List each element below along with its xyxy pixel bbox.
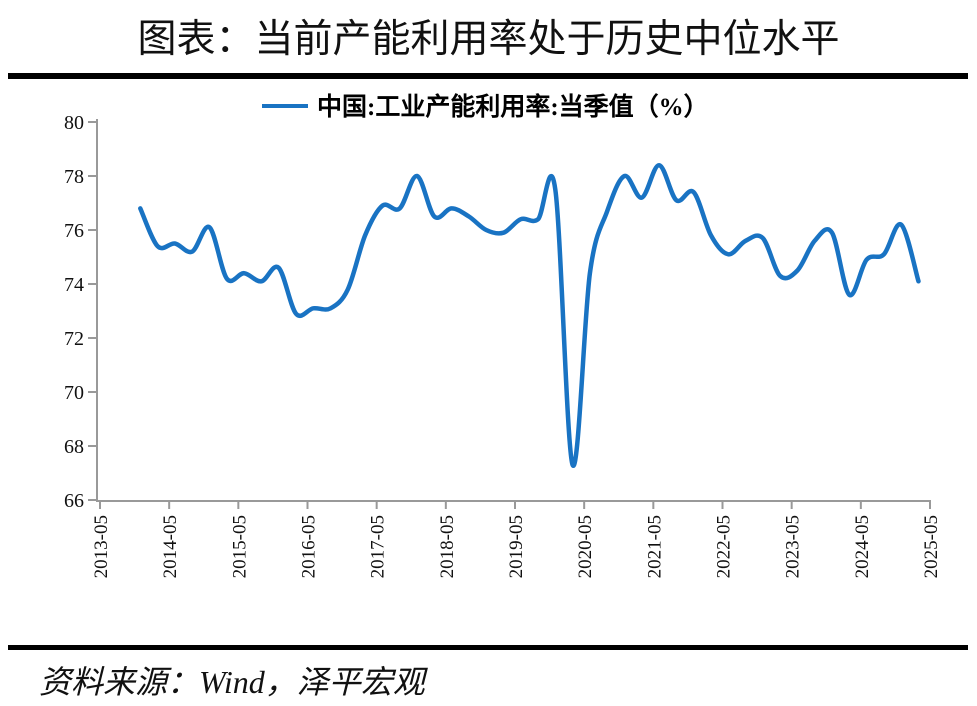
y-tick-label: 72 <box>64 328 84 350</box>
x-tick-label: 2022-05 <box>714 515 735 578</box>
x-tick-label: 2015-05 <box>229 515 250 578</box>
x-tick-label: 2019-05 <box>506 515 527 578</box>
y-tick-label: 70 <box>64 382 84 404</box>
x-tick-label: 2025-05 <box>921 515 942 578</box>
top-divider <box>8 73 968 79</box>
x-tick-label: 2017-05 <box>368 515 389 578</box>
x-tick-label: 2016-05 <box>299 515 320 578</box>
y-tick-label: 68 <box>64 436 84 458</box>
chart-title: 图表：当前产能利用率处于历史中位水平 <box>137 18 840 61</box>
legend: 中国:工业产能利用率:当季值（%） <box>262 92 709 121</box>
y-tick-label: 74 <box>64 274 84 296</box>
x-tick-label: 2018-05 <box>437 515 458 578</box>
series-line <box>138 162 921 468</box>
y-tick-label: 80 <box>64 112 84 134</box>
capacity-utilization-line-chart: 中国:工业产能利用率:当季值（%） 80 78 76 74 72 70 68 66 2013-… <box>64 92 942 578</box>
y-axis: 80 78 76 74 72 70 68 66 <box>64 112 98 512</box>
x-tick-label: 2021-05 <box>644 515 665 578</box>
x-tick-label: 2020-05 <box>575 515 596 578</box>
x-tick-label: 2014-05 <box>160 515 181 578</box>
legend-label: 中国:工业产能利用率:当季值（%） <box>317 92 709 121</box>
y-tick-label: 76 <box>64 220 84 242</box>
x-tick-label: 2023-05 <box>783 515 804 578</box>
x-tick-label: 2024-05 <box>852 515 873 578</box>
x-tick-label: 2013-05 <box>91 515 112 578</box>
bottom-divider <box>8 645 968 650</box>
y-tick-label: 66 <box>64 490 84 512</box>
y-tick-label: 78 <box>64 166 84 188</box>
source-note: 资料来源：Wind，泽平宏观 <box>39 664 425 700</box>
x-axis: 2013-05 2014-05 2015-05 2016-05 2017-05 2018-… <box>91 500 942 578</box>
